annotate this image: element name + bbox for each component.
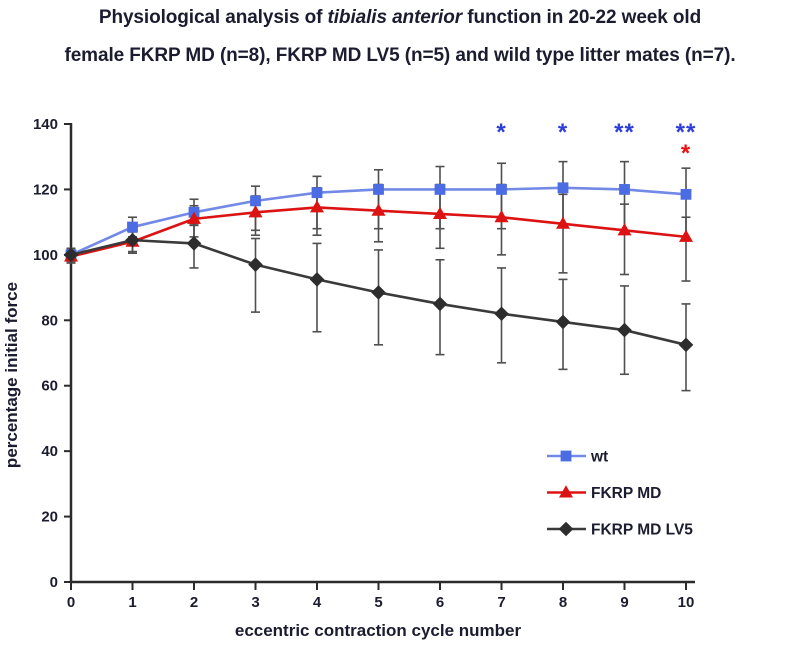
x-tick-label: 3 [251,594,259,611]
error-bars-layer [66,160,691,392]
figure-title-line1: Physiological analysis of tibialis anter… [0,7,800,29]
x-axis-label: eccentric contraction cycle number [235,621,522,640]
x-tick-label: 1 [128,594,136,611]
significance-asterisk: ** [676,119,697,146]
legend-label: FKRP MD LV5 [591,522,693,539]
x-tick-label: 2 [190,594,198,611]
y-tick-label: 140 [33,116,58,133]
x-tick-label: 5 [374,594,382,611]
x-tick-label: 9 [620,594,628,611]
x-tick-label: 0 [67,594,75,611]
legend: wt FKRP MD FKRP MD LV5 [547,449,693,539]
y-tick-label: 100 [33,247,58,264]
title-species-italic: tibialis anterior [327,7,463,28]
significance-asterisk: ** [614,119,635,146]
significance-asterisk: * [681,140,691,167]
figure-title-line2: female FKRP MD (n=8), FKRP MD LV5 (n=5) … [64,45,736,66]
legend-label: FKRP MD [591,485,661,502]
legend-item-fkrp-md: FKRP MD [547,485,661,502]
title-text: Physiological analysis of [98,7,328,28]
x-tick-label: 7 [497,594,505,611]
error-bars-fkrp-md-lv5 [66,222,691,392]
series-fkrp-md-lv5 [63,232,694,353]
axes: 0 20 40 60 80 100 120 140 0 1 2 3 4 5 6 7 8 9 10 [33,116,695,611]
y-tick-label: 60 [41,378,58,395]
x-tick-label: 8 [559,594,567,611]
legend-label: wt [590,449,608,466]
series-layer [63,182,694,353]
title-text-cont: function in 20-22 week old [462,7,702,28]
y-tick-label: 20 [41,509,58,526]
x-tick-label: 6 [436,594,444,611]
significance-asterisk: * [496,119,506,146]
significance-markers: * * ** *** [496,119,697,167]
y-tick-label: 120 [33,181,58,198]
significance-asterisk: * [558,119,568,146]
x-tick-label: 10 [678,594,695,611]
x-tick-label: 4 [313,594,322,611]
legend-item-fkrp-md-lv5: FKRP MD LV5 [547,522,693,539]
y-tick-label: 40 [41,443,58,460]
y-tick-label: 0 [50,574,58,591]
y-axis-label: percentage initial force [2,282,21,468]
y-tick-label: 80 [41,312,58,329]
legend-item-wt: wt [547,449,608,466]
